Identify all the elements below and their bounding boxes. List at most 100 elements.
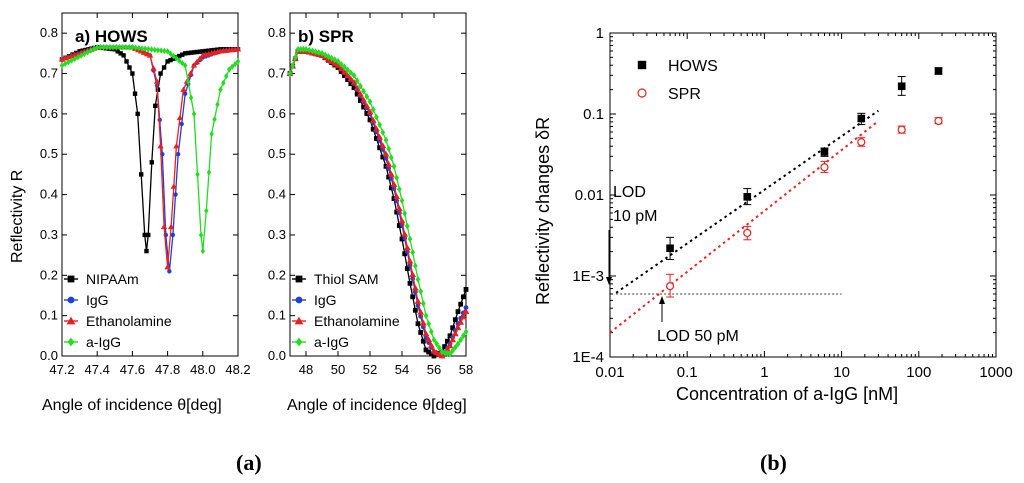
data-point [398, 217, 406, 224]
legend-marker [637, 88, 647, 98]
legend-item: Thiol SAM [292, 271, 379, 287]
data-point [458, 301, 464, 307]
data-point [295, 45, 301, 53]
legend-label: IgG [314, 292, 337, 308]
data-point [235, 58, 241, 65]
legend-label: SPR [668, 86, 701, 103]
data-point [175, 152, 181, 157]
data-point [462, 308, 470, 315]
data-point [313, 48, 318, 56]
data-point [463, 305, 469, 310]
series-ethanolamine [286, 47, 470, 359]
legend-marker [295, 296, 303, 304]
data-point [450, 347, 456, 355]
legend-label: Ethanolamine [86, 313, 172, 329]
data-point [393, 193, 401, 200]
data-point [395, 205, 403, 212]
data-point [195, 171, 200, 178]
data-point [185, 78, 191, 85]
series-nipaam [59, 45, 241, 254]
data-point [379, 142, 387, 149]
data-point [402, 251, 408, 257]
data-point [364, 93, 370, 100]
data-point [229, 63, 235, 71]
data-point [82, 50, 87, 58]
data-point [123, 44, 129, 51]
y-tick-label: 0.01 [575, 187, 604, 204]
data-point [388, 185, 394, 191]
y-tick-label: 0.0 [40, 348, 58, 363]
legend-label: Ethanolamine [314, 313, 400, 329]
series-line [289, 50, 467, 357]
data-point [407, 280, 413, 286]
data-point [212, 116, 217, 123]
data-point [149, 46, 154, 53]
data-point [206, 48, 211, 53]
data-point [167, 269, 172, 274]
data-point [370, 126, 376, 132]
data-point [423, 347, 429, 353]
data-point [197, 49, 203, 54]
hows-xlabel: Angle of incidence θ[deg] [42, 397, 222, 414]
data-point [88, 47, 93, 54]
data-point [194, 49, 200, 55]
data-point [345, 66, 350, 74]
data-point [358, 82, 363, 90]
data-point [447, 333, 453, 339]
data-point [117, 44, 122, 51]
legend-label: a-IgG [314, 334, 349, 350]
series-a-igg [287, 45, 469, 358]
y-tick-label: 0.5 [40, 146, 58, 161]
x-tick-label: 54 [395, 362, 409, 377]
data-point [406, 257, 414, 264]
data-point [196, 55, 204, 61]
data-point [460, 332, 466, 340]
x-tick-label: 52 [363, 362, 377, 377]
data-point [386, 145, 392, 153]
x-tick-label: 100 [906, 364, 931, 381]
y-tick-label: 1E-3 [572, 268, 604, 285]
data-point [452, 317, 458, 323]
data-point [306, 46, 312, 54]
spr-series [286, 45, 470, 359]
data-point [438, 352, 446, 359]
data-point [104, 44, 109, 51]
data-point [319, 49, 325, 57]
data-point [91, 45, 97, 53]
legend-marker [67, 296, 75, 304]
y-tick-label: 0.4 [40, 187, 58, 202]
data-point [188, 50, 194, 55]
data-point [193, 58, 201, 65]
data-point [161, 65, 167, 70]
data-point [66, 58, 71, 66]
data-point [414, 298, 422, 304]
data-point [345, 77, 350, 82]
data-point [171, 52, 176, 60]
x-tick-label: 1000 [979, 364, 1012, 381]
data-point [666, 244, 674, 253]
legend-label: Thiol SAM [314, 271, 379, 287]
data-point [380, 154, 386, 160]
data-point [198, 231, 204, 239]
y-tick-label: 1 [596, 25, 604, 42]
data-point [170, 232, 176, 238]
y-tick-label: 0.8 [268, 25, 286, 40]
data-point [394, 174, 400, 182]
data-point [374, 136, 379, 141]
data-point [170, 183, 177, 189]
data-point [232, 60, 238, 68]
caption-left: (a) [236, 450, 262, 475]
data-point [386, 174, 392, 180]
spr-xlabel: Angle of incidence θ[deg] [287, 397, 467, 414]
data-point [419, 319, 427, 326]
data-point [157, 142, 164, 149]
data-point [146, 52, 154, 58]
data-point [446, 342, 454, 349]
legend-item: NIPAAm [64, 271, 139, 287]
data-point [351, 85, 357, 91]
data-point [187, 70, 194, 76]
data-point [369, 116, 377, 123]
data-point [459, 313, 467, 320]
data-point [367, 117, 373, 123]
data-point [177, 53, 182, 59]
